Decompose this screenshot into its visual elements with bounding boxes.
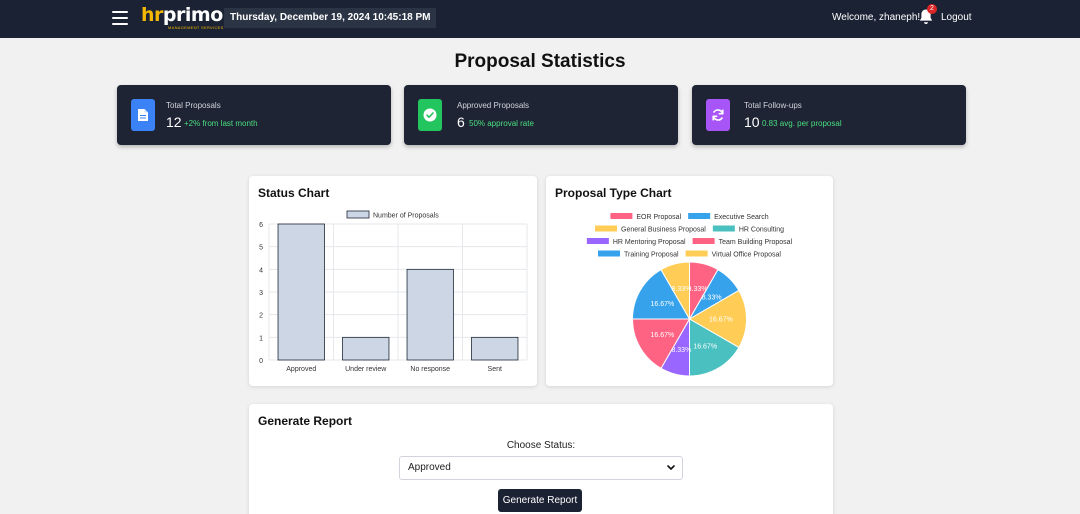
bar-approved (277, 223, 325, 361)
logout-link[interactable]: Logout (941, 12, 972, 23)
x-tick-label: Approved (286, 366, 316, 373)
y-tick-label: 6 (259, 222, 263, 229)
pie-data-label: 16.67% (650, 301, 674, 308)
y-tick-label: 2 (259, 313, 263, 320)
y-tick-label: 5 (259, 245, 263, 252)
pie-slice-virtual-office-proposal (660, 261, 690, 321)
proposal-type-chart-title: Proposal Type Chart (555, 186, 672, 200)
pie-slice-general-business-proposal (688, 289, 747, 349)
stat-note: 0.83 avg. per proposal (762, 119, 842, 128)
welcome-text: Welcome, zhaneph! (832, 12, 921, 23)
choose-status-label: Choose Status: (506, 440, 576, 451)
pie-data-label: 16.67% (709, 316, 733, 323)
notification-count-badge: 2 (927, 4, 937, 14)
stat-title: Approved Proposals (457, 101, 530, 110)
pie-data-label: 8.33% (702, 294, 722, 301)
legend-label: Training Proposal (624, 252, 679, 259)
logo-tagline: MANAGEMENT SERVICES (168, 25, 224, 30)
x-tick-label: Under review (345, 366, 387, 373)
generate-report-panel: Generate Report Choose Status: Approved … (249, 404, 833, 514)
legend-swatch (610, 213, 633, 219)
legend-swatch (692, 238, 715, 244)
status-chart-panel: Status Chart 0 1 2 3 4 5 6 Approved Under review… (249, 176, 537, 386)
legend-label: Executive Search (714, 214, 769, 221)
pie-data-label: 16.67% (693, 344, 717, 351)
legend-label: EOR Proposal (636, 214, 681, 221)
pie-data-label: 8.33% (671, 347, 691, 354)
y-tick-label: 1 (259, 335, 263, 342)
x-tick-label: Sent (488, 366, 502, 373)
bar-sent (471, 336, 519, 361)
stat-card-total-followups: Total Follow-ups 10 0.83 avg. per propos… (692, 85, 966, 145)
stat-title: Total Follow-ups (744, 101, 802, 110)
y-tick-label: 4 (259, 267, 263, 274)
stat-note: 50% approval rate (469, 119, 534, 128)
legend-swatch (712, 225, 735, 232)
legend-label: Number of Proposals (373, 213, 439, 220)
proposal-type-chart-panel: Proposal Type Chart EOR Proposal Executiv… (546, 176, 833, 386)
status-bar-chart: 0 1 2 3 4 5 6 Approved Under review No response Se… (259, 210, 528, 373)
status-chart-title: Status Chart (258, 186, 330, 200)
document-icon (131, 99, 155, 131)
bar-no-response (406, 268, 454, 361)
y-tick-label: 3 (259, 290, 263, 297)
pie-data-label: 16.67% (650, 332, 674, 339)
bar-under-review (342, 336, 390, 361)
pie-data-label: 8.33% (671, 286, 691, 293)
stat-card-total-proposals: Total Proposals 12 +2% from last month (117, 85, 391, 145)
top-navbar: hrprimo MANAGEMENT SERVICES Thursday, De… (0, 0, 1080, 38)
stat-value: 6 (457, 114, 465, 130)
stat-card-approved-proposals: Approved Proposals 6 50% approval rate (404, 85, 678, 145)
stat-note: +2% from last month (184, 119, 258, 128)
pie-data-label: 8.33% (688, 286, 708, 293)
stat-value: 10 (744, 114, 760, 130)
check-circle-icon (418, 99, 442, 131)
logo-text-hr: hr (141, 4, 163, 26)
stat-value: 12 (166, 114, 182, 130)
legend-label: General Business Proposal (621, 227, 706, 234)
legend-swatch (688, 213, 711, 219)
pie-slice-hr-consulting (689, 318, 740, 377)
legend-label: Team Building Proposal (719, 239, 793, 246)
legend-swatch (346, 210, 370, 219)
company-logo[interactable]: hrprimo MANAGEMENT SERVICES (141, 4, 224, 31)
pie-slice-training-proposal (631, 268, 691, 320)
status-select-value: Approved (408, 462, 451, 473)
refresh-icon (706, 99, 730, 131)
generate-report-title: Generate Report (258, 414, 353, 428)
legend-swatch (685, 250, 708, 257)
hamburger-menu-icon[interactable] (112, 11, 128, 25)
logo-text-primo: primo (162, 4, 223, 26)
page-title: Proposal Statistics (454, 51, 626, 72)
stat-title: Total Proposals (166, 101, 221, 110)
generate-report-button[interactable]: Generate Report (498, 489, 582, 512)
status-select[interactable]: Approved (399, 456, 683, 480)
current-datetime: Thursday, December 19, 2024 10:45:18 PM (224, 8, 437, 28)
x-tick-label: No response (410, 366, 450, 373)
pie-slice-team-building-proposal (631, 318, 691, 370)
legend-label: Virtual Office Proposal (712, 252, 782, 259)
legend-swatch (586, 238, 609, 244)
legend-label: HR Consulting (739, 227, 784, 234)
proposal-type-pie-chart: EOR Proposal Executive Search General Busi… (586, 213, 793, 377)
legend-swatch (598, 250, 621, 257)
legend-label: HR Mentoring Proposal (613, 239, 686, 246)
y-tick-label: 0 (259, 358, 263, 365)
legend-swatch (595, 225, 618, 232)
chevron-down-icon (667, 465, 675, 470)
